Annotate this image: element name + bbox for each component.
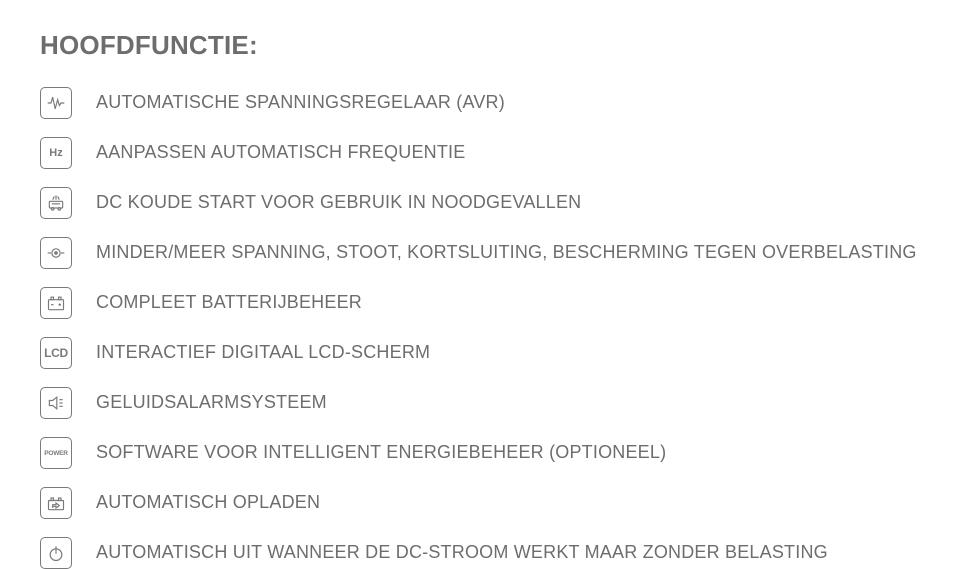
feature-row: AUTOMATISCHE SPANNINGSREGELAAR (AVR)	[40, 87, 920, 119]
feature-row: LCD INTERACTIEF DIGITAAL LCD-SCHERM	[40, 337, 920, 369]
feature-label: DC KOUDE START VOOR GEBRUIK IN NOODGEVAL…	[96, 191, 581, 214]
feature-label: AUTOMATISCH OPLADEN	[96, 491, 320, 514]
battery-icon	[40, 287, 72, 319]
feature-label: AUTOMATISCHE SPANNINGSREGELAAR (AVR)	[96, 91, 505, 114]
emergency-vehicle-icon	[40, 187, 72, 219]
feature-label: GELUIDSALARMSYSTEEM	[96, 391, 327, 414]
lcd-icon: LCD	[40, 337, 72, 369]
feature-row: COMPLEET BATTERIJBEHEER	[40, 287, 920, 319]
feature-label: COMPLEET BATTERIJBEHEER	[96, 291, 362, 314]
feature-row: POWER SOFTWARE VOOR INTELLIGENT ENERGIEB…	[40, 437, 920, 469]
feature-label: SOFTWARE VOOR INTELLIGENT ENERGIEBEHEER …	[96, 441, 666, 464]
power-off-icon	[40, 537, 72, 569]
feature-row: MINDER/MEER SPANNING, STOOT, KORTSLUITIN…	[40, 237, 920, 269]
feature-row: DC KOUDE START VOOR GEBRUIK IN NOODGEVAL…	[40, 187, 920, 219]
feature-list: AUTOMATISCHE SPANNINGSREGELAAR (AVR) Hz …	[40, 87, 920, 569]
protection-icon	[40, 237, 72, 269]
speaker-alarm-icon	[40, 387, 72, 419]
feature-label: INTERACTIEF DIGITAAL LCD-SCHERM	[96, 341, 430, 364]
feature-label: AUTOMATISCH UIT WANNEER DE DC-STROOM WER…	[96, 541, 828, 564]
feature-row: AUTOMATISCH UIT WANNEER DE DC-STROOM WER…	[40, 537, 920, 569]
hz-icon: Hz	[40, 137, 72, 169]
feature-row: Hz AANPASSEN AUTOMATISCH FREQUENTIE	[40, 137, 920, 169]
feature-row: AUTOMATISCH OPLADEN	[40, 487, 920, 519]
charging-icon	[40, 487, 72, 519]
feature-label: AANPASSEN AUTOMATISCH FREQUENTIE	[96, 141, 465, 164]
feature-label: MINDER/MEER SPANNING, STOOT, KORTSLUITIN…	[96, 241, 917, 264]
feature-row: GELUIDSALARMSYSTEEM	[40, 387, 920, 419]
page-title: HOOFDFUNCTIE:	[40, 30, 920, 61]
waveform-icon	[40, 87, 72, 119]
power-software-icon: POWER	[40, 437, 72, 469]
